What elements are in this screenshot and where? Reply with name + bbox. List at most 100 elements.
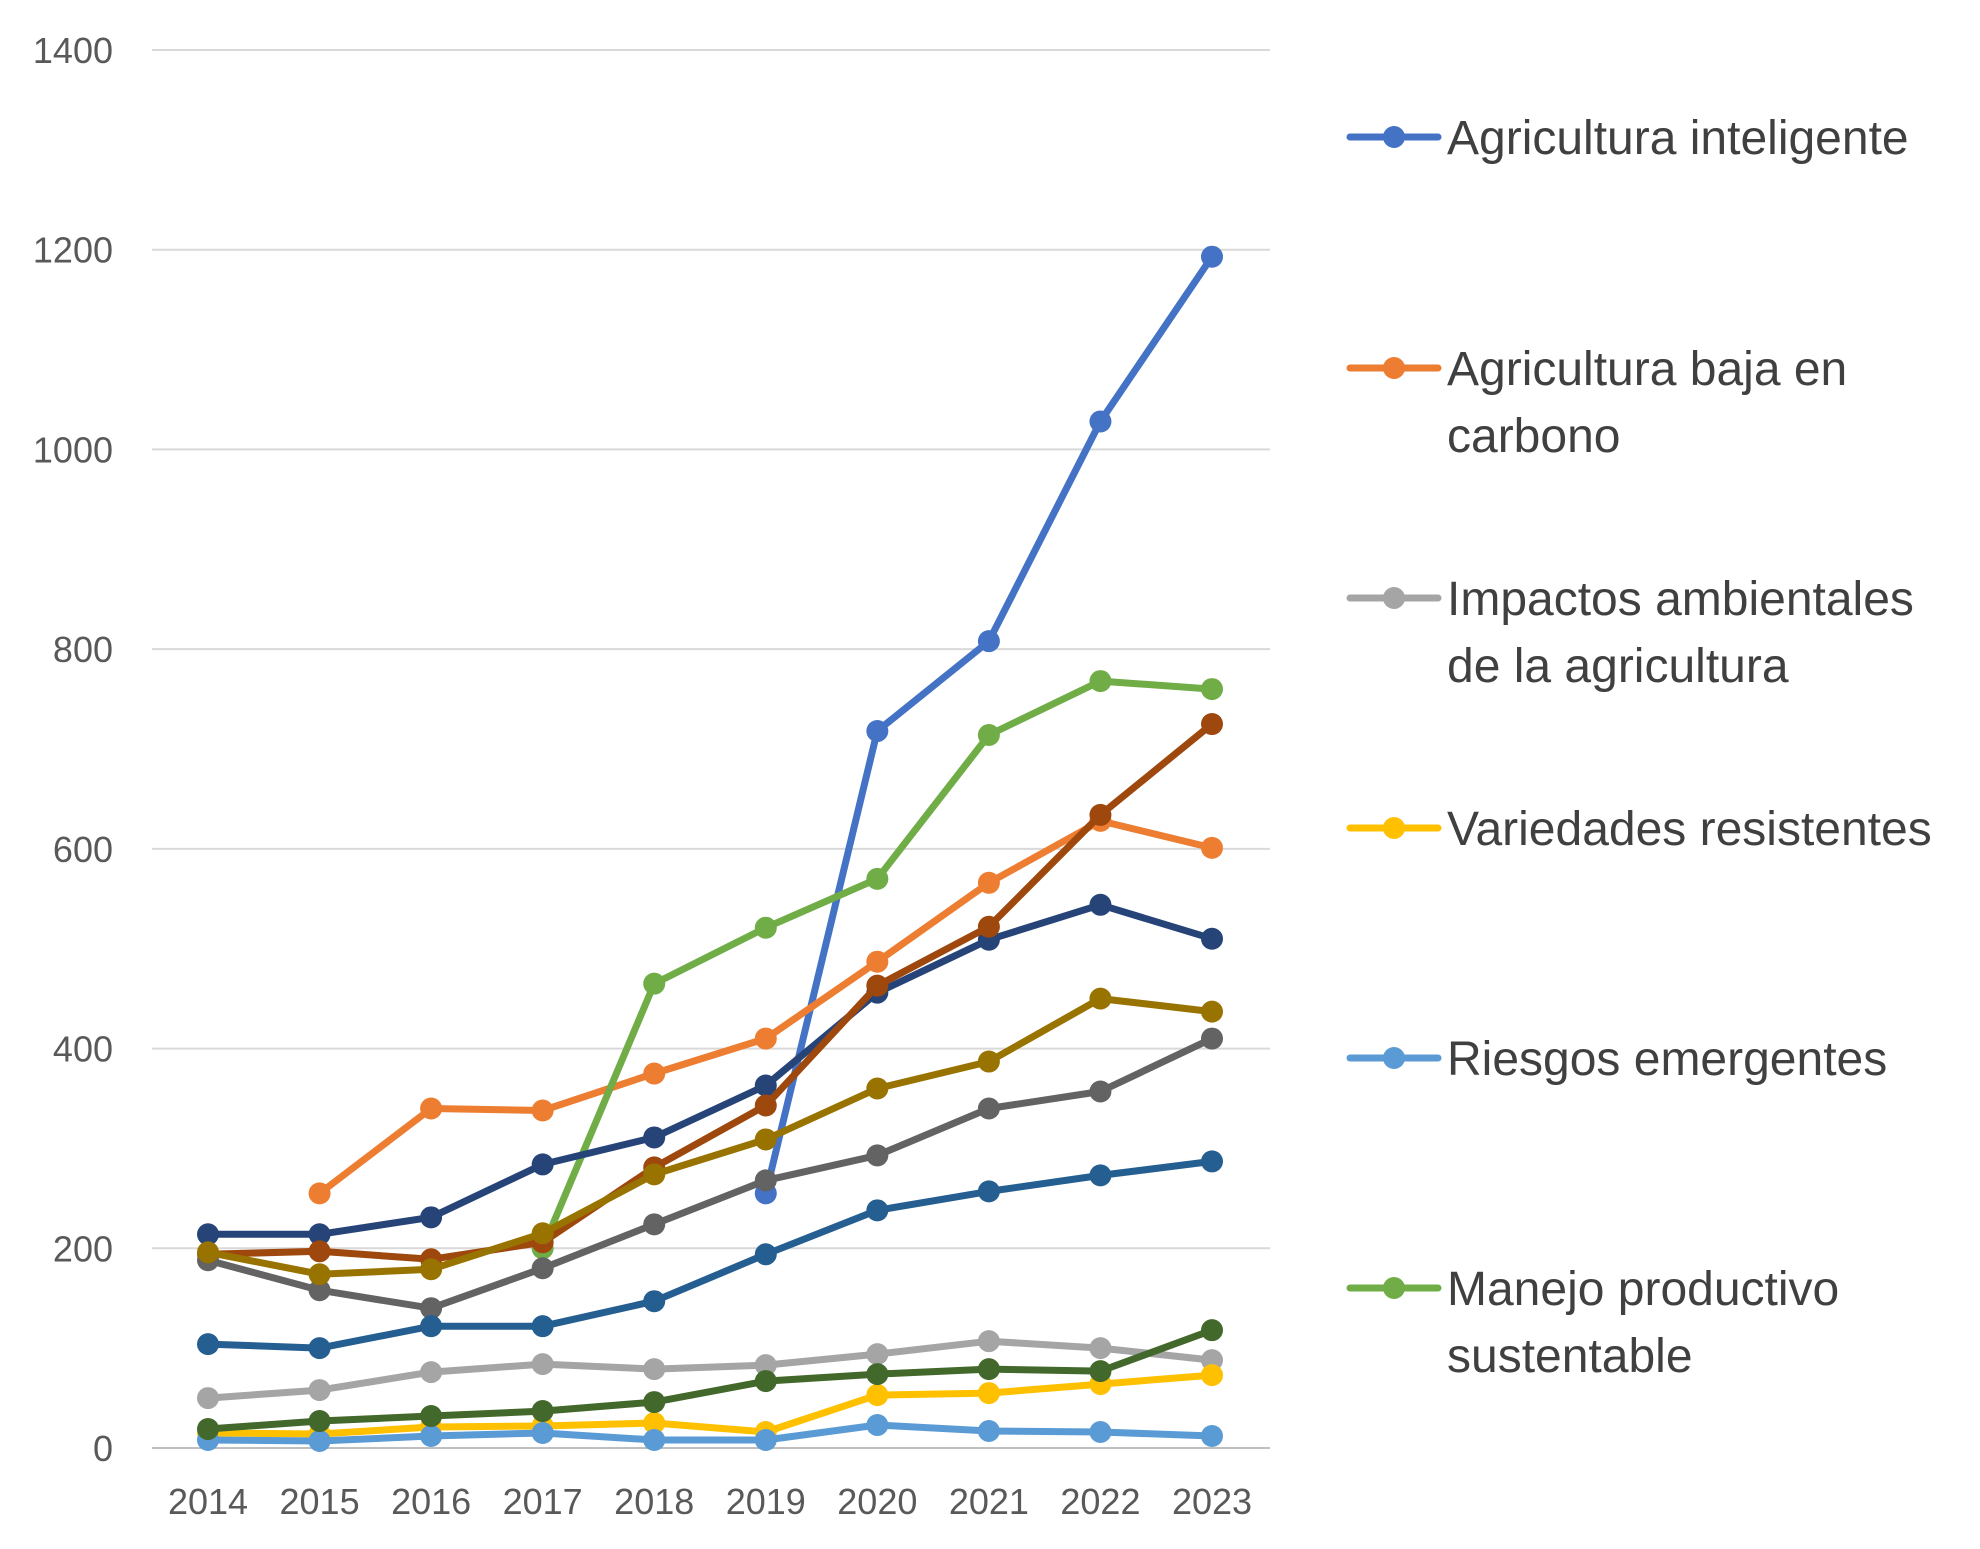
data-point <box>643 1126 666 1149</box>
data-point <box>420 1258 443 1281</box>
data-point <box>866 1414 889 1437</box>
data-point <box>308 1279 331 1302</box>
data-point <box>308 1182 331 1205</box>
legend-entry: Manejo productivo sustentable <box>1346 1263 1839 1383</box>
data-point <box>1201 927 1223 950</box>
y-tick-label: 800 <box>53 629 113 670</box>
x-tick-label: 2022 <box>1060 1481 1140 1522</box>
series <box>197 1027 1223 1320</box>
x-tick-label: 2017 <box>503 1481 583 1522</box>
data-point <box>1201 1027 1223 1050</box>
y-tick-label: 600 <box>53 829 113 870</box>
data-point <box>866 867 889 890</box>
series-line <box>204 720 1216 1263</box>
series-line <box>204 1337 1216 1402</box>
series <box>197 1319 1223 1441</box>
data-point <box>308 1223 331 1246</box>
series <box>197 713 1223 1271</box>
data-point <box>531 1422 554 1445</box>
data-point <box>866 720 889 743</box>
series <box>754 245 1223 1205</box>
series-line <box>204 1371 1216 1438</box>
data-point <box>866 1077 889 1100</box>
data-point <box>866 1199 889 1222</box>
data-point <box>977 1330 1000 1353</box>
series-line <box>204 1421 1216 1445</box>
gridlines <box>152 49 1270 1449</box>
data-point <box>531 1257 554 1280</box>
data-point <box>1201 836 1223 859</box>
data-point <box>420 1315 443 1338</box>
data-point <box>197 1418 219 1441</box>
legend-label: Manejo productivo <box>1447 1263 1839 1316</box>
data-point <box>643 1358 666 1381</box>
legend-entry: Agricultura inteligente <box>1346 112 1909 165</box>
legend-label: Agricultura inteligente <box>1447 112 1909 165</box>
data-point <box>754 1027 777 1050</box>
data-point <box>531 1315 554 1338</box>
data-point <box>1089 670 1112 693</box>
data-point <box>1201 1150 1223 1173</box>
data-point <box>977 1180 1000 1203</box>
series-line <box>204 1157 1216 1352</box>
data-point <box>1089 1080 1112 1103</box>
data-point <box>977 724 1000 747</box>
legend-label: Agricultura baja en <box>1447 343 1847 396</box>
data-point <box>308 1240 331 1263</box>
data-point <box>197 1223 219 1246</box>
x-tick-label: 2021 <box>949 1481 1029 1522</box>
legend-marker <box>1383 1277 1405 1299</box>
y-tick-label: 1200 <box>33 230 113 271</box>
data-point <box>1089 1360 1112 1383</box>
y-tick-label: 400 <box>53 1029 113 1070</box>
data-point <box>1201 245 1223 268</box>
data-point <box>1089 1337 1112 1360</box>
data-point <box>1201 1000 1223 1023</box>
data-point <box>420 1097 443 1120</box>
data-point <box>1089 987 1112 1010</box>
data-point <box>866 950 889 973</box>
data-point <box>866 1363 889 1386</box>
data-point <box>1201 713 1223 736</box>
data-point <box>754 1094 777 1117</box>
data-point <box>977 630 1000 653</box>
data-point <box>754 1243 777 1266</box>
x-tick-label: 2015 <box>280 1481 360 1522</box>
data-point <box>308 1379 331 1402</box>
data-point <box>420 1297 443 1320</box>
x-axis-tick-labels: 2014 2015 2016 2017 2018 2019 2020 2021 2022 2023 <box>168 1481 1252 1522</box>
data-point <box>643 1391 666 1414</box>
data-point <box>1201 1364 1223 1387</box>
series-line <box>204 1326 1216 1433</box>
legend-entry: Variedades resistentes <box>1346 803 1932 856</box>
data-point <box>1089 893 1112 916</box>
legend: Agricultura inteligente Agricultura baja … <box>1346 112 1932 1383</box>
y-tick-label: 1400 <box>33 30 113 71</box>
data-point <box>1089 1164 1112 1187</box>
data-point <box>754 1169 777 1192</box>
data-point <box>420 1206 443 1229</box>
x-tick-label: 2016 <box>391 1481 471 1522</box>
data-point <box>754 1354 777 1377</box>
series-line <box>204 995 1216 1278</box>
data-point <box>420 1405 443 1428</box>
data-point <box>643 1412 666 1435</box>
data-point <box>308 1410 331 1433</box>
data-point <box>1201 678 1223 701</box>
data-point <box>531 1353 554 1376</box>
data-point <box>1201 1319 1223 1342</box>
legend-label: carbono <box>1447 410 1620 463</box>
x-tick-label: 2018 <box>614 1481 694 1522</box>
data-point <box>977 1382 1000 1405</box>
y-tick-label: 1000 <box>33 429 113 470</box>
legend-marker <box>1383 357 1405 379</box>
legend-entry: Riesgos emergentes <box>1346 1033 1887 1086</box>
data-point <box>531 1153 554 1176</box>
data-point <box>977 1420 1000 1443</box>
data-point <box>308 1430 331 1453</box>
data-point <box>754 1429 777 1452</box>
data-point <box>754 1370 777 1393</box>
data-point <box>197 1387 219 1410</box>
data-point <box>643 1429 666 1452</box>
